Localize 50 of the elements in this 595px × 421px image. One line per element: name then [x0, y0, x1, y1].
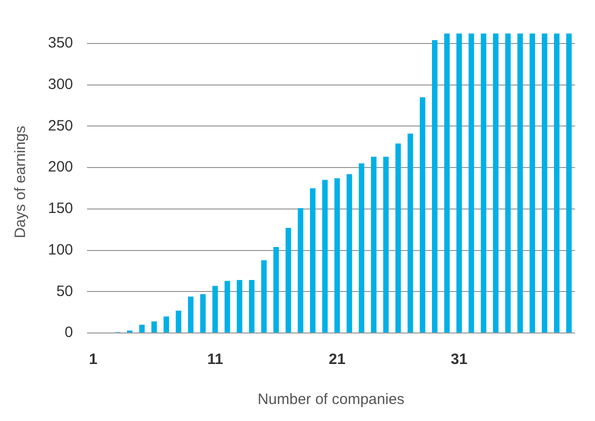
- bar: [517, 33, 523, 332]
- y-tick-label: 0: [64, 324, 74, 342]
- bar: [493, 33, 498, 332]
- bar: [346, 174, 352, 332]
- x-tick-label: 21: [328, 351, 346, 368]
- bar: [273, 246, 279, 332]
- y-axis-title: Days of earnings: [12, 126, 30, 238]
- bar: [164, 316, 170, 332]
- bar: [554, 33, 560, 332]
- x-tick-label: 11: [207, 351, 224, 368]
- bar: [334, 178, 340, 332]
- bar: [176, 310, 182, 332]
- bar: [383, 156, 389, 332]
- bar: [248, 280, 254, 332]
- bar: [370, 156, 376, 332]
- bar: [358, 163, 364, 332]
- bar: [408, 134, 414, 332]
- y-tick-label: 150: [48, 200, 74, 218]
- y-tick-label: 200: [48, 158, 74, 176]
- x-tick-label: 31: [450, 351, 468, 368]
- bar: [236, 280, 242, 332]
- bar: [542, 33, 548, 332]
- bar: [151, 321, 157, 332]
- bar: [322, 180, 328, 332]
- bar: [310, 188, 316, 332]
- bar: [468, 33, 474, 332]
- bar: [566, 33, 572, 332]
- y-tick-label: 50: [56, 282, 74, 300]
- bar: [188, 296, 194, 332]
- bar: [395, 144, 401, 332]
- bar: [286, 228, 292, 332]
- bar: [261, 260, 267, 332]
- bar: [456, 33, 462, 332]
- y-tick-label: 100: [48, 241, 74, 258]
- y-tick-label: 300: [48, 76, 74, 93]
- bar: [212, 286, 218, 332]
- x-axis-title: Number of companies: [258, 391, 404, 408]
- bar: [420, 97, 426, 332]
- bar: [200, 294, 206, 332]
- bar: [139, 324, 145, 332]
- x-tick-label: 1: [88, 351, 98, 368]
- y-tick-label: 350: [48, 34, 74, 52]
- bar: [480, 33, 486, 332]
- bar: [444, 33, 450, 332]
- bar: [530, 33, 536, 332]
- bar: [432, 40, 438, 332]
- bar: [505, 33, 511, 332]
- bar: [224, 280, 230, 332]
- bar: [298, 208, 304, 332]
- y-tick-label: 250: [48, 117, 74, 134]
